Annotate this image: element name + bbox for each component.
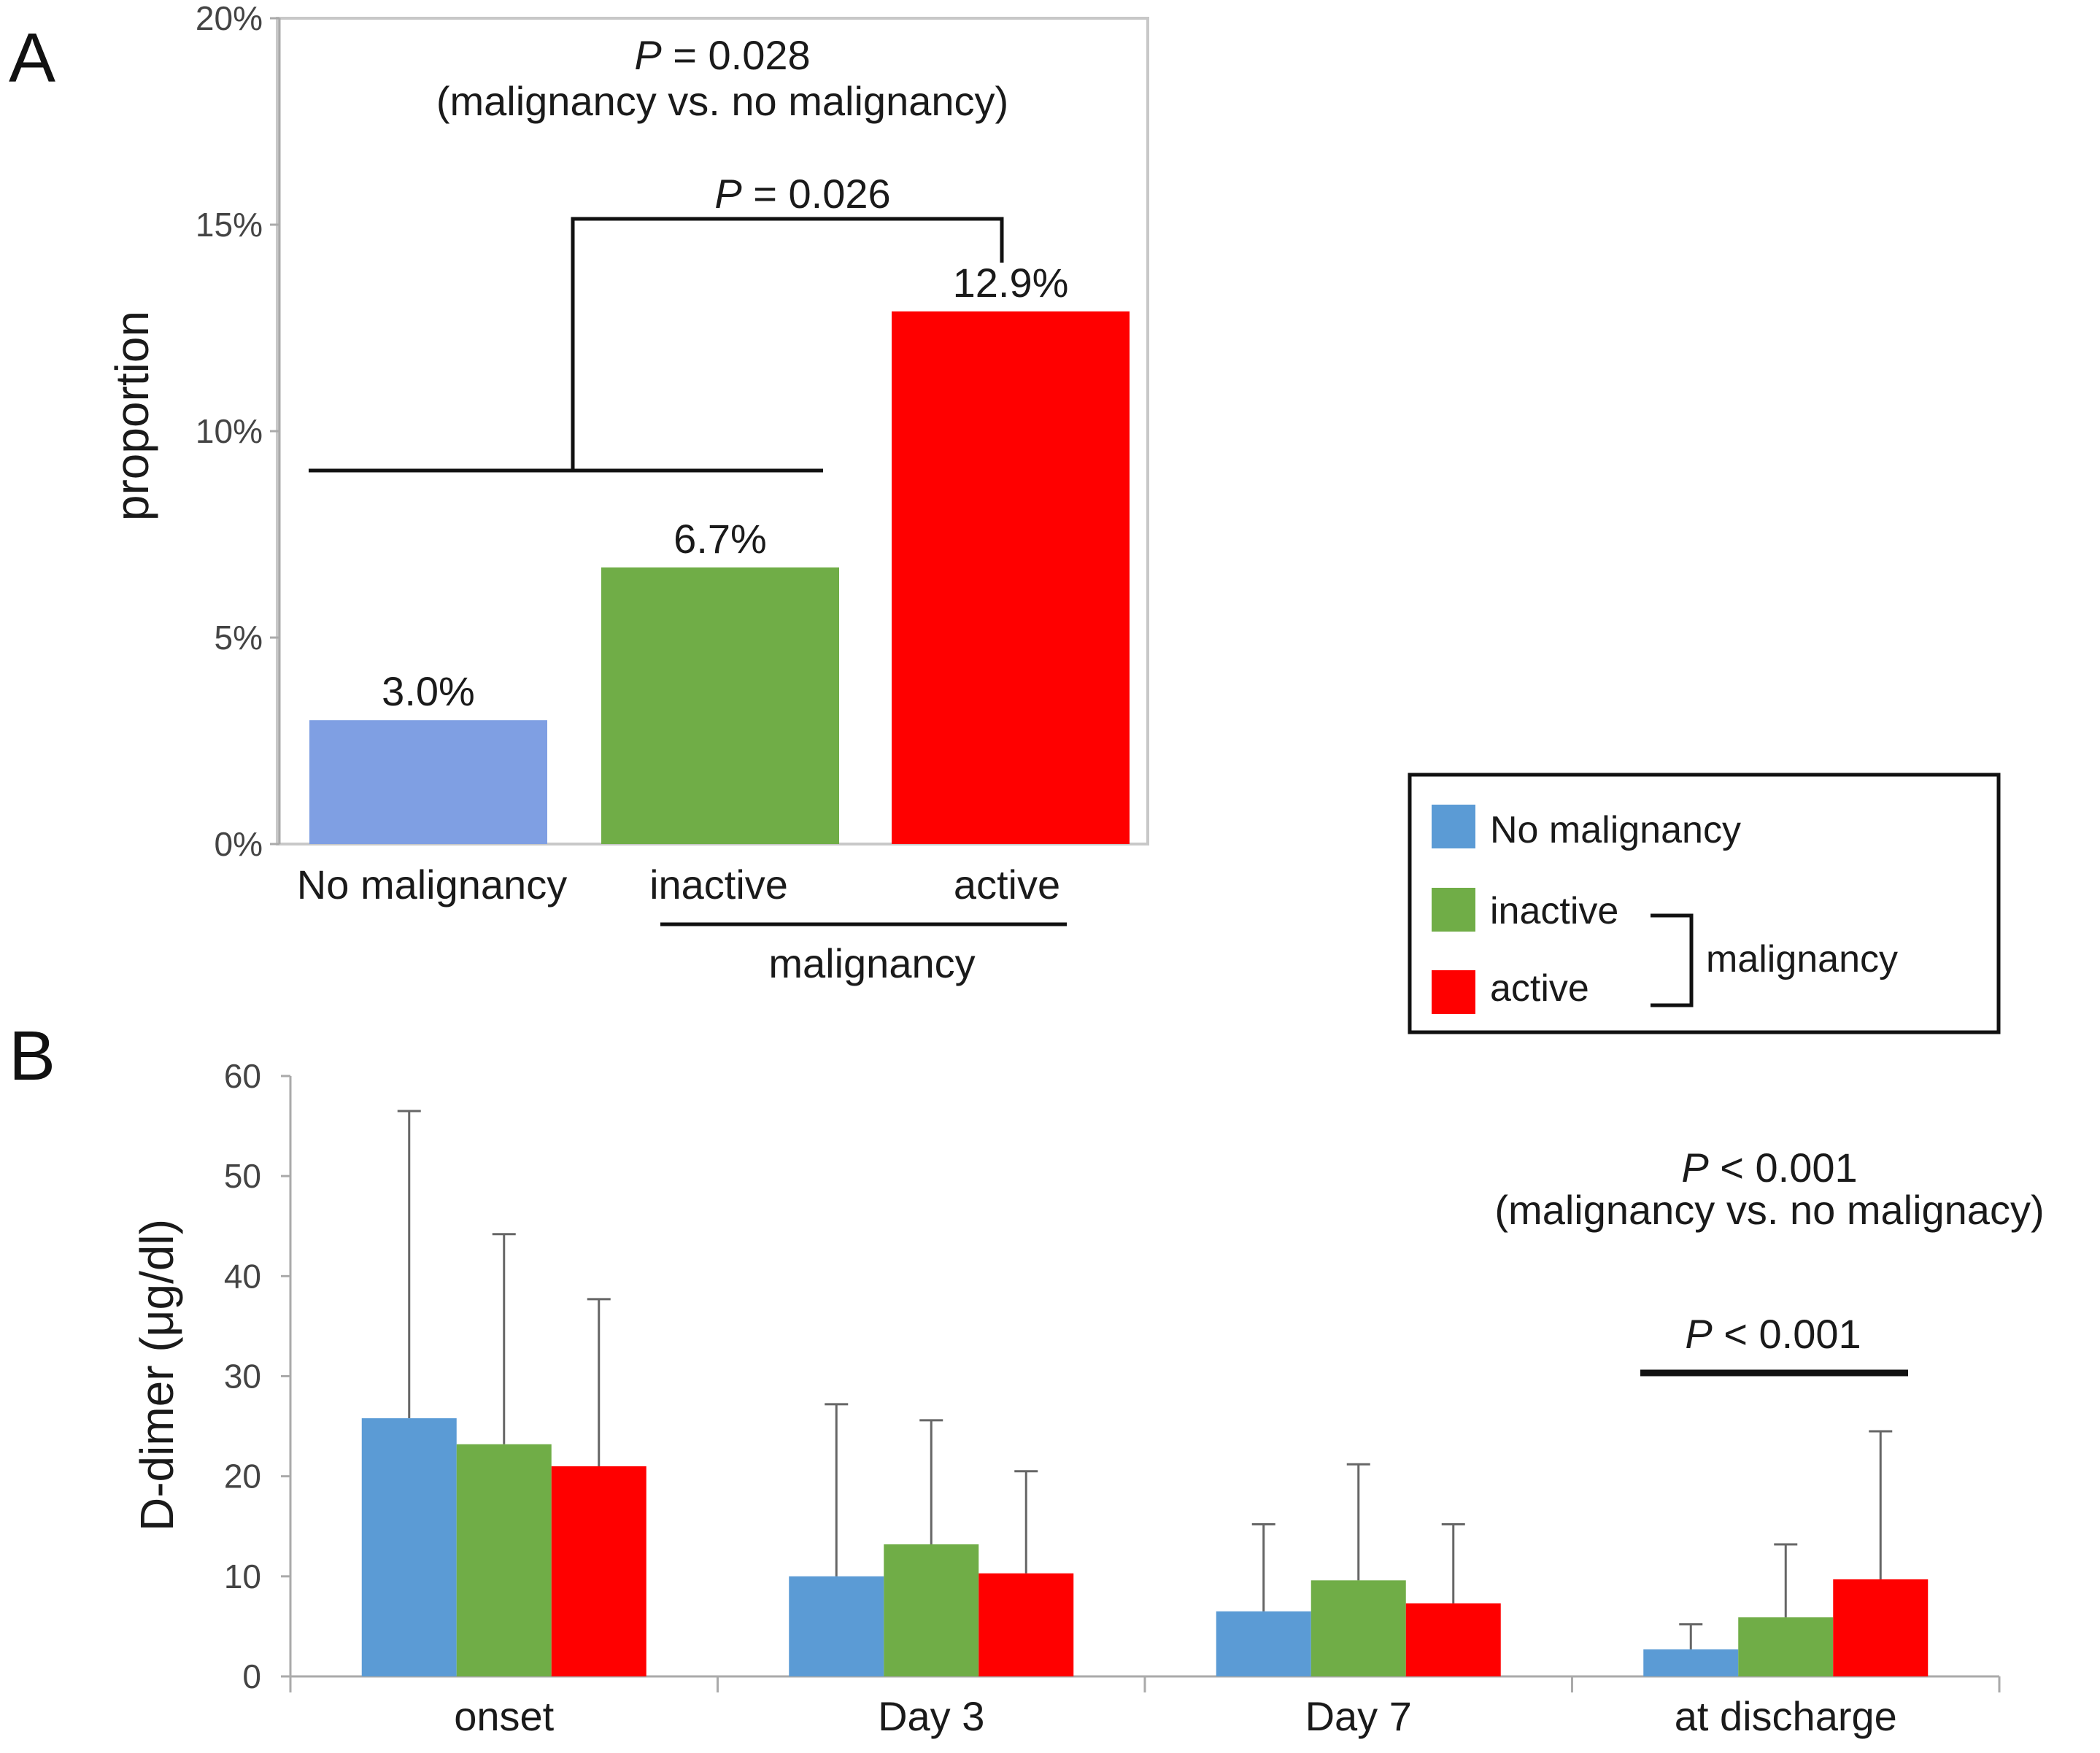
panel-b-y-tick-label: 30 bbox=[224, 1358, 261, 1396]
panel-b-category-labels: onset Day 3 Day 7 at discharge bbox=[454, 1693, 1897, 1739]
panel-a-y-axis-label: proportion bbox=[106, 311, 158, 521]
panel-b-bar-inactive bbox=[1738, 1617, 1834, 1676]
panel-a-y-tick-label: 0% bbox=[215, 825, 263, 863]
panel-a-category-labels: No malignancy inactive active bbox=[297, 862, 1060, 908]
panel-b-letter: B bbox=[9, 1017, 55, 1095]
panel-b-bar-active bbox=[1405, 1603, 1501, 1676]
panel-b-y-tick-label: 50 bbox=[224, 1157, 261, 1195]
panel-b-bar-no-malignancy bbox=[789, 1576, 884, 1676]
panel-a-category-label: No malignancy bbox=[297, 862, 567, 908]
legend-swatch-inactive bbox=[1432, 888, 1475, 932]
panel-b-y-axis-label: D-dimer (μg/dl) bbox=[131, 1219, 183, 1531]
legend-malignancy-label: malignancy bbox=[1706, 938, 1898, 980]
panel-b-bar-no-malignancy bbox=[1216, 1611, 1311, 1676]
panel-a-pair-p: P = 0.026 bbox=[714, 171, 890, 217]
legend-malignancy-bracket bbox=[1651, 913, 1694, 1007]
panel-b-bar-no-malignancy bbox=[361, 1418, 457, 1676]
panel-a-overall-note: (malignancy vs. no malignancy) bbox=[436, 78, 1008, 124]
legend: No malignancy inactive active malignancy bbox=[1408, 773, 2001, 1034]
legend-swatch-no-malignancy bbox=[1432, 805, 1475, 848]
panel-b-category-label: Day 7 bbox=[1305, 1693, 1412, 1739]
panel-a-category-label: inactive bbox=[649, 862, 788, 908]
panel-b-bar-inactive bbox=[1310, 1580, 1406, 1676]
panel-b-y-tick-label: 20 bbox=[224, 1458, 261, 1495]
panel-b-overall-note: (malignancy vs. no malignacy) bbox=[1494, 1187, 2044, 1233]
panel-b-pair-p: P < 0.001 bbox=[1685, 1311, 1861, 1357]
panel-b-bar-active bbox=[551, 1466, 646, 1676]
legend-label-no-malignancy: No malignancy bbox=[1490, 809, 1741, 851]
panel-a-y-tick-label: 5% bbox=[215, 619, 263, 657]
panel-a-value-label: 3.0% bbox=[382, 668, 475, 714]
panel-b-bars bbox=[361, 1418, 1929, 1676]
panel-a-bar-1 bbox=[309, 720, 547, 844]
panel-a-letter: A bbox=[9, 19, 55, 97]
legend-swatch-active bbox=[1432, 970, 1475, 1014]
legend-label-inactive: inactive bbox=[1490, 890, 1618, 932]
panel-b-bar-no-malignancy bbox=[1643, 1649, 1739, 1676]
panel-b-y-tick-label: 40 bbox=[224, 1257, 261, 1295]
legend-box bbox=[1408, 773, 2001, 1034]
panel-a-y-tick-label: 10% bbox=[196, 412, 263, 450]
panel-b-bar-active bbox=[978, 1573, 1074, 1676]
panel-b: B 0 10 20 30 40 50 60 D-dimer (μg/dl) onset Day… bbox=[9, 1017, 2045, 1739]
panel-b-y-ticks: 0 10 20 30 40 50 60 bbox=[224, 1057, 290, 1695]
panel-b-error-bars bbox=[397, 1110, 1893, 1649]
panel-b-y-tick-label: 60 bbox=[224, 1057, 261, 1095]
panel-b-bar-inactive bbox=[456, 1444, 552, 1676]
panel-b-overall-p: P < 0.001 bbox=[1681, 1145, 1857, 1191]
panel-a-overall-p: P = 0.028 bbox=[634, 32, 810, 78]
panel-a-significance-bracket bbox=[571, 217, 1004, 471]
panel-a-bar-3 bbox=[892, 311, 1130, 844]
panel-a-bar-2 bbox=[601, 567, 839, 844]
panel-a: A 0% 5% 10% 15% 20% proportion 3.0% 6.7% 12.9%… bbox=[9, 0, 1149, 986]
panel-a-y-tick-label: 15% bbox=[196, 206, 263, 244]
panel-a-value-labels: 3.0% 6.7% 12.9% bbox=[382, 260, 1068, 714]
panel-a-malignancy-group-label: malignancy bbox=[768, 940, 975, 986]
panel-b-bar-inactive bbox=[884, 1544, 979, 1676]
panel-a-y-tick-label: 20% bbox=[196, 0, 263, 37]
panel-b-x-ticks bbox=[289, 1676, 2001, 1692]
panel-b-category-label: Day 3 bbox=[878, 1693, 984, 1739]
panel-b-bar-active bbox=[1833, 1579, 1929, 1676]
panel-b-y-tick-label: 0 bbox=[242, 1657, 261, 1695]
panel-a-category-label: active bbox=[954, 862, 1060, 908]
panel-b-category-label: at discharge bbox=[1675, 1693, 1897, 1739]
panel-b-category-label: onset bbox=[454, 1693, 554, 1739]
panel-a-y-ticks: 0% 5% 10% 15% 20% bbox=[196, 0, 279, 863]
legend-label-active: active bbox=[1490, 967, 1589, 1010]
panel-a-value-label: 6.7% bbox=[673, 516, 767, 562]
panel-a-value-label: 12.9% bbox=[953, 260, 1069, 306]
panel-a-bars bbox=[309, 311, 1130, 844]
panel-b-y-tick-label: 10 bbox=[224, 1557, 261, 1595]
